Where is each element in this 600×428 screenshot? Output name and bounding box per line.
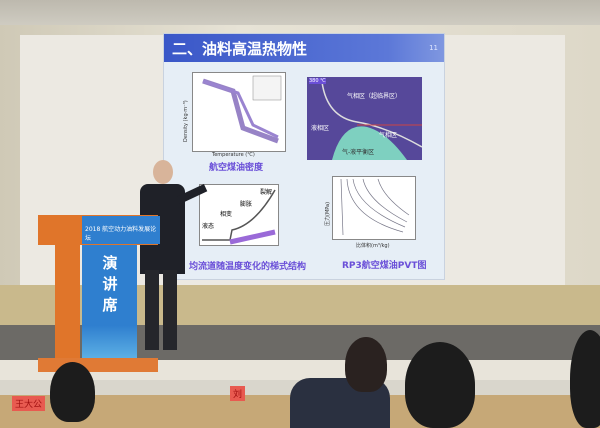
phase-diagram: 380 ℃ 气相区（超临界区） 液相区 气相区 气-液平衡区 — [307, 77, 422, 160]
podium-sign: 演讲席 — [100, 255, 119, 318]
density-ylabel: Density (kg·m⁻³) — [183, 100, 189, 142]
structure-plot: 液态 相变 膨胀 裂解 — [199, 184, 279, 246]
nameplate: 王大公 — [12, 396, 46, 411]
slide-title-bar: 二、油料高温热物性 11 — [164, 34, 444, 62]
nameplate: 刘 — [230, 386, 246, 401]
podium-banner: 2018 航空动力油料发展论坛 — [82, 216, 160, 244]
phase-label: 液相区 — [311, 125, 330, 132]
podium-body — [55, 245, 80, 360]
audience-head — [405, 342, 475, 428]
phase-label: 气相区（超临界区） — [347, 93, 402, 100]
structure-label: 液态 — [202, 223, 215, 230]
structure-label: 相变 — [220, 211, 233, 218]
pvt-plot — [332, 176, 416, 240]
audience-head — [570, 330, 600, 428]
podium-front: 演讲席 — [82, 245, 137, 360]
structure-label: 裂解 — [260, 189, 273, 196]
pvt-ylabel: 压力(MPa) — [325, 201, 331, 226]
density-plot — [192, 72, 286, 152]
audience-head — [345, 337, 387, 392]
pvt-xlabel: 比体积(m³/kg) — [356, 243, 390, 249]
speaker — [135, 160, 208, 360]
presentation-slide: 二、油料高温热物性 11 Density (kg·m⁻³) Temperatur… — [163, 33, 445, 280]
density-xlabel: Temperature (℃) — [212, 152, 255, 158]
phase-label: 380 ℃ — [309, 78, 326, 84]
phase-label: 气-液平衡区 — [342, 149, 375, 156]
phase-label: 气相区 — [379, 132, 398, 139]
structure-caption: 均流道随温度变化的梯式结构 — [189, 262, 307, 272]
audience-head — [50, 362, 95, 422]
density-curves — [202, 75, 282, 144]
structure-label: 膨胀 — [240, 201, 253, 208]
slide-title: 二、油料高温热物性 — [172, 40, 308, 58]
podium-banner-text: 2018 航空动力油料发展论坛 — [85, 226, 157, 242]
density-caption: 航空煤油密度 — [209, 163, 264, 173]
slide-page-number: 11 — [429, 44, 438, 52]
pvt-caption: RP3航空煤油PVT图 — [342, 261, 427, 271]
